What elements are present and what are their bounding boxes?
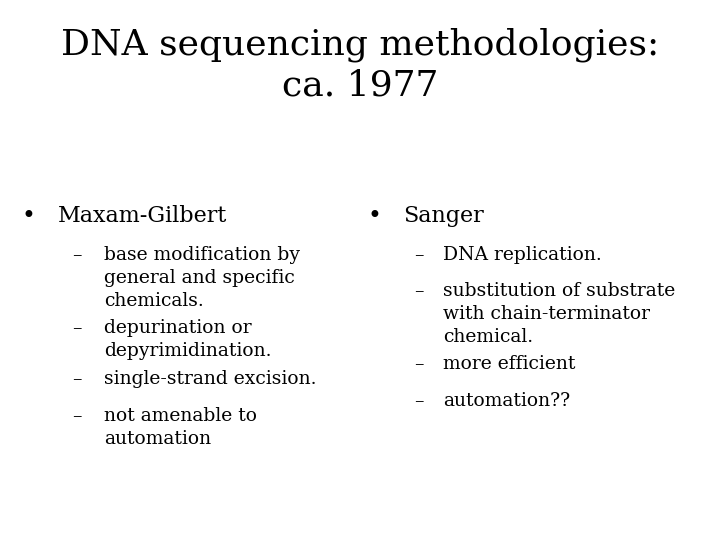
Text: depurination or
depyrimidination.: depurination or depyrimidination. [104, 319, 272, 360]
Text: •: • [22, 205, 35, 228]
Text: Sanger: Sanger [403, 205, 484, 227]
Text: –: – [414, 246, 423, 264]
Text: –: – [72, 370, 81, 388]
Text: –: – [72, 407, 81, 424]
Text: more efficient: more efficient [443, 355, 575, 373]
Text: –: – [414, 355, 423, 373]
Text: DNA replication.: DNA replication. [443, 246, 601, 264]
Text: automation??: automation?? [443, 392, 570, 410]
Text: –: – [72, 246, 81, 264]
Text: –: – [414, 392, 423, 410]
Text: –: – [414, 282, 423, 300]
Text: not amenable to
automation: not amenable to automation [104, 407, 258, 448]
Text: –: – [72, 319, 81, 336]
Text: base modification by
general and specific
chemicals.: base modification by general and specifi… [104, 246, 300, 309]
Text: single-strand excision.: single-strand excision. [104, 370, 317, 388]
Text: Maxam-Gilbert: Maxam-Gilbert [58, 205, 227, 227]
Text: DNA sequencing methodologies:
ca. 1977: DNA sequencing methodologies: ca. 1977 [61, 27, 659, 102]
Text: •: • [367, 205, 381, 228]
Text: substitution of substrate
with chain-terminator
chemical.: substitution of substrate with chain-ter… [443, 282, 675, 346]
